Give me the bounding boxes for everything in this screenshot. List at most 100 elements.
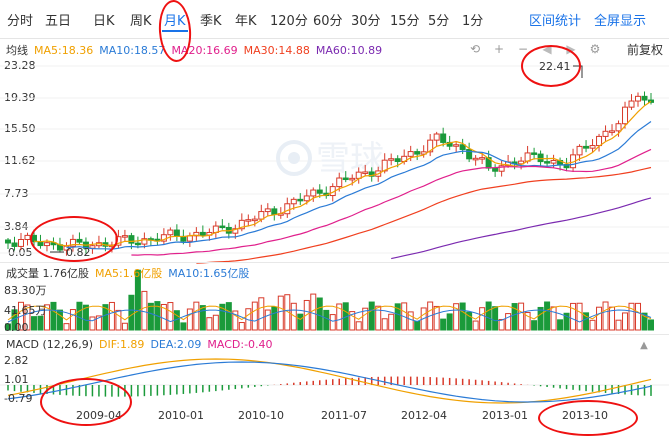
volume-bar	[485, 301, 492, 331]
tab-quarterly-k[interactable]: 季K	[200, 14, 222, 29]
settings-icon[interactable]: ⚙	[589, 42, 601, 56]
ma10-line	[66, 121, 652, 250]
candle-body	[641, 95, 648, 101]
candle-body	[238, 219, 245, 230]
candle-body	[433, 133, 440, 141]
ma60-line	[391, 197, 652, 260]
dif-line	[7, 358, 652, 404]
volume-bar	[459, 302, 466, 331]
volume-bar	[63, 323, 70, 331]
candle-body	[11, 242, 18, 247]
tab-60min[interactable]: 60分	[313, 14, 343, 29]
ma30-label: MA30:14.88	[243, 44, 310, 57]
panel-divider	[0, 334, 669, 335]
volume-bar	[167, 302, 174, 331]
candle-body	[628, 100, 635, 108]
candle-body	[284, 203, 291, 215]
candle-body	[297, 198, 304, 202]
moving-average-lines	[33, 65, 652, 264]
volume-bar	[180, 322, 187, 331]
zoom-out-icon[interactable]: −	[517, 42, 529, 56]
tab-daily-k[interactable]: 日K	[93, 14, 115, 29]
volume-legend-title: 成交量 1.76亿股	[6, 267, 89, 280]
range-stats-button[interactable]: 区间统计	[529, 14, 582, 29]
volume-bar	[511, 303, 518, 331]
adjust-mode-button[interactable]: 前复权	[626, 43, 663, 57]
candle-body	[459, 144, 466, 150]
volume-bar	[323, 309, 330, 331]
volume-bar	[570, 302, 577, 331]
volume-bar	[264, 309, 271, 331]
tab-1min[interactable]: 1分	[462, 14, 484, 29]
tab-5min[interactable]: 5分	[428, 14, 450, 29]
macd-tick: -0.79	[4, 392, 33, 405]
reset-icon[interactable]: ⟲	[469, 42, 481, 56]
ma-legend-title: 均线	[6, 44, 28, 57]
candle-body	[5, 239, 11, 244]
volume-bar	[407, 311, 414, 331]
candle-body	[336, 177, 343, 188]
volume-bar	[446, 313, 453, 331]
macd-legend-title: MACD (12,26,9)	[6, 338, 94, 351]
tab-120min[interactable]: 120分	[270, 14, 308, 29]
volume-bar	[121, 322, 128, 331]
candle-body	[602, 130, 609, 137]
candle-body	[466, 148, 473, 160]
volume-bar	[284, 294, 291, 331]
candle-body	[134, 242, 141, 246]
volume-bar	[82, 304, 89, 331]
collapse-icon[interactable]: ▲	[640, 340, 648, 351]
panel-divider	[0, 262, 669, 263]
tab-weekly-k[interactable]: 周K	[130, 14, 152, 29]
volume-bar	[583, 312, 590, 331]
arrow-right-icon[interactable]: ▶	[566, 42, 576, 56]
tab-yearly-k[interactable]: 年K	[235, 14, 257, 29]
volume-bar	[635, 302, 642, 331]
date-tick: 2013-01	[482, 409, 528, 422]
volume-bar	[5, 323, 11, 331]
candle-body	[303, 195, 310, 202]
tab-five-day[interactable]: 五日	[45, 14, 72, 29]
volume-bar	[147, 302, 154, 331]
tab-minute[interactable]: 分时	[7, 14, 34, 29]
tab-15min[interactable]: 15分	[390, 14, 420, 29]
candle-body	[264, 208, 271, 213]
zoom-in-icon[interactable]: +	[493, 42, 505, 56]
tab-30min[interactable]: 30分	[351, 14, 381, 29]
volume-bar	[492, 306, 499, 331]
candle-body	[245, 219, 252, 222]
period-tab-bar: 分时 五日 日K 周K 月K 季K 年K 120分 60分 30分 15分 5分…	[0, 0, 669, 40]
highlight-end-date	[538, 400, 638, 436]
volume-bar	[375, 305, 382, 331]
volume-bar	[50, 301, 57, 331]
macd-value-label: MACD:-0.40	[207, 338, 273, 351]
tab-monthly-k[interactable]: 月K	[162, 10, 188, 32]
volume-bar	[589, 319, 596, 331]
date-tick: 2011-07	[321, 409, 367, 422]
candle-body	[550, 159, 557, 164]
volume-bar	[368, 301, 375, 331]
candle-body	[251, 218, 258, 222]
candle-body	[615, 123, 622, 132]
candle-body	[576, 145, 583, 156]
date-tick: 2010-01	[158, 409, 204, 422]
fullscreen-button[interactable]: 全屏显示	[594, 14, 647, 29]
macd-legend: MACD (12,26,9) DIF:1.89 DEA:2.09 MACD:-0.40	[6, 338, 279, 351]
volume-bar	[128, 294, 135, 331]
volume-bar	[414, 320, 421, 331]
candle-body	[24, 234, 31, 240]
ma5-line	[33, 100, 652, 247]
macd-tick: 1.01	[4, 373, 29, 386]
volume-bar	[141, 290, 148, 331]
candle-body	[362, 171, 369, 174]
candle-body	[173, 229, 180, 237]
volume-bar	[316, 297, 323, 331]
volume-bar	[453, 303, 460, 331]
volume-tick: 83.30万	[4, 284, 47, 297]
volume-bar	[524, 312, 531, 331]
volume-bar	[232, 310, 239, 331]
ma60-label: MA60:10.89	[315, 44, 383, 57]
volume-bar	[115, 309, 122, 331]
